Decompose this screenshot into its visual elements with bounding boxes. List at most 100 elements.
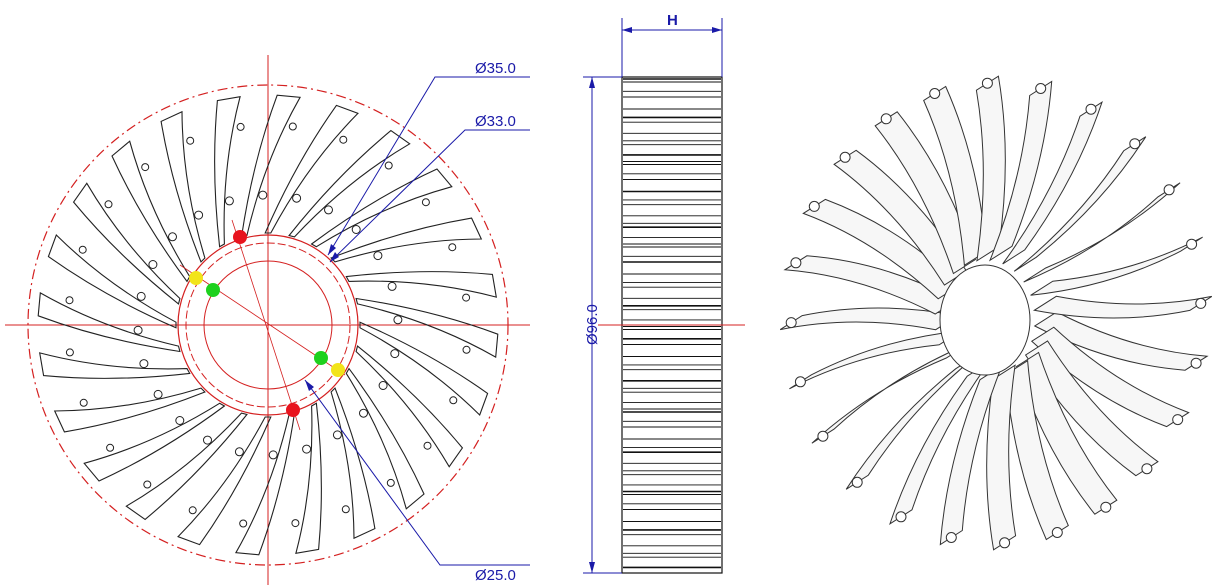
iso-fin [1032,295,1213,319]
label-height: H [667,12,678,29]
iso-fin-tip [851,476,863,488]
fin-tab [143,480,152,489]
fin [39,352,191,379]
fin-hook [268,450,278,460]
leader-33-arrow [330,252,339,262]
side-fin-lines [623,78,721,569]
fin-hook [136,291,146,301]
fin-hook [351,225,361,234]
iso-fin-tip [945,532,957,543]
iso-fin-tip [1195,297,1207,309]
leader-33 [329,129,530,263]
iso-fin [988,80,1053,262]
iso-fin-tip [1085,103,1097,115]
fin [330,217,483,263]
fin-tab [239,519,248,528]
fin-tab [65,296,74,305]
iso-fin [889,361,990,525]
iso-fin [923,85,987,267]
fin-tab [288,122,297,131]
fin [125,412,248,521]
iso-core-opening [939,264,1031,376]
leader-25-arrow [305,380,314,391]
marker-red-top [233,230,247,244]
fin-hook [390,349,400,359]
iso-fin [1024,340,1159,477]
fin-hook [203,435,212,445]
fin [295,402,322,554]
fin-tab [79,398,88,407]
fin [37,291,181,353]
fin-tab [339,135,348,144]
isometric-fin-group [779,75,1213,551]
label-dia-25: Ø25.0 [475,567,516,584]
iso-fin-tip [981,77,993,89]
fin [72,182,181,305]
fin-tab [462,345,471,354]
fin-hook [302,444,312,454]
iso-fin [939,364,1004,546]
fin [359,321,489,416]
fin-group [37,94,499,556]
fin-hook [194,210,204,220]
ring-33 [185,242,351,408]
fin-tab [423,441,432,450]
iso-fin [1030,236,1203,296]
front-view: Ø35.0 Ø33.0 Ø25.0 [5,55,530,585]
iso-fin-tip [1035,83,1047,94]
fin-hook [359,408,368,418]
marker-red-bottom [286,403,300,417]
iso-fin-tip [929,88,941,99]
fin-tab [141,163,150,172]
fin-hook [324,205,333,215]
iso-fin-tip [1163,184,1175,196]
iso-fin [783,255,959,315]
ring-25 [203,260,333,390]
iso-fin-tip [1141,463,1153,475]
fin-tab [188,506,197,515]
iso-fin-tip [785,317,797,329]
fin-hook [168,232,177,242]
fin-tab [106,443,115,452]
marker-yellow-left [189,271,203,285]
dim-96-arrow-top [589,77,595,88]
fin-tab [78,245,87,254]
marker-green-left [206,283,220,297]
fin [264,104,359,234]
fin [355,297,499,359]
iso-fin-tip [1186,238,1198,250]
fin [355,345,464,468]
iso-fin [1013,136,1147,272]
iso-fin-tip [1100,501,1112,513]
leader-35 [327,76,530,256]
label-dia-33: Ø33.0 [475,113,516,130]
marker-green-right [314,351,328,365]
dim-h-arrow-right [712,27,722,33]
iso-fin-tip [1051,527,1063,538]
fin [53,387,206,433]
fin [111,140,191,283]
iso-fin [975,75,1006,262]
iso-fin-tip [790,257,802,269]
fin-hook [258,190,268,200]
iso-fin [1002,101,1103,265]
fin-tab [236,122,245,131]
iso-fin [789,330,962,390]
iso-fin [845,354,979,490]
ring-35 [177,234,359,416]
iso-fin [779,307,960,331]
dim-96-arrow-bottom [589,562,595,573]
fin-hook [153,389,163,399]
fin-hook [139,359,149,369]
fin [83,402,226,482]
fin-tab [341,505,350,514]
fin [47,234,177,329]
iso-fin [1030,326,1190,428]
iso-fin-tip [1129,138,1141,150]
fin-tab [421,198,430,207]
fin-hook [148,260,158,269]
iso-fin-tip [1172,414,1184,426]
iso-fin [1005,359,1069,541]
construction-line-2 [231,219,301,431]
